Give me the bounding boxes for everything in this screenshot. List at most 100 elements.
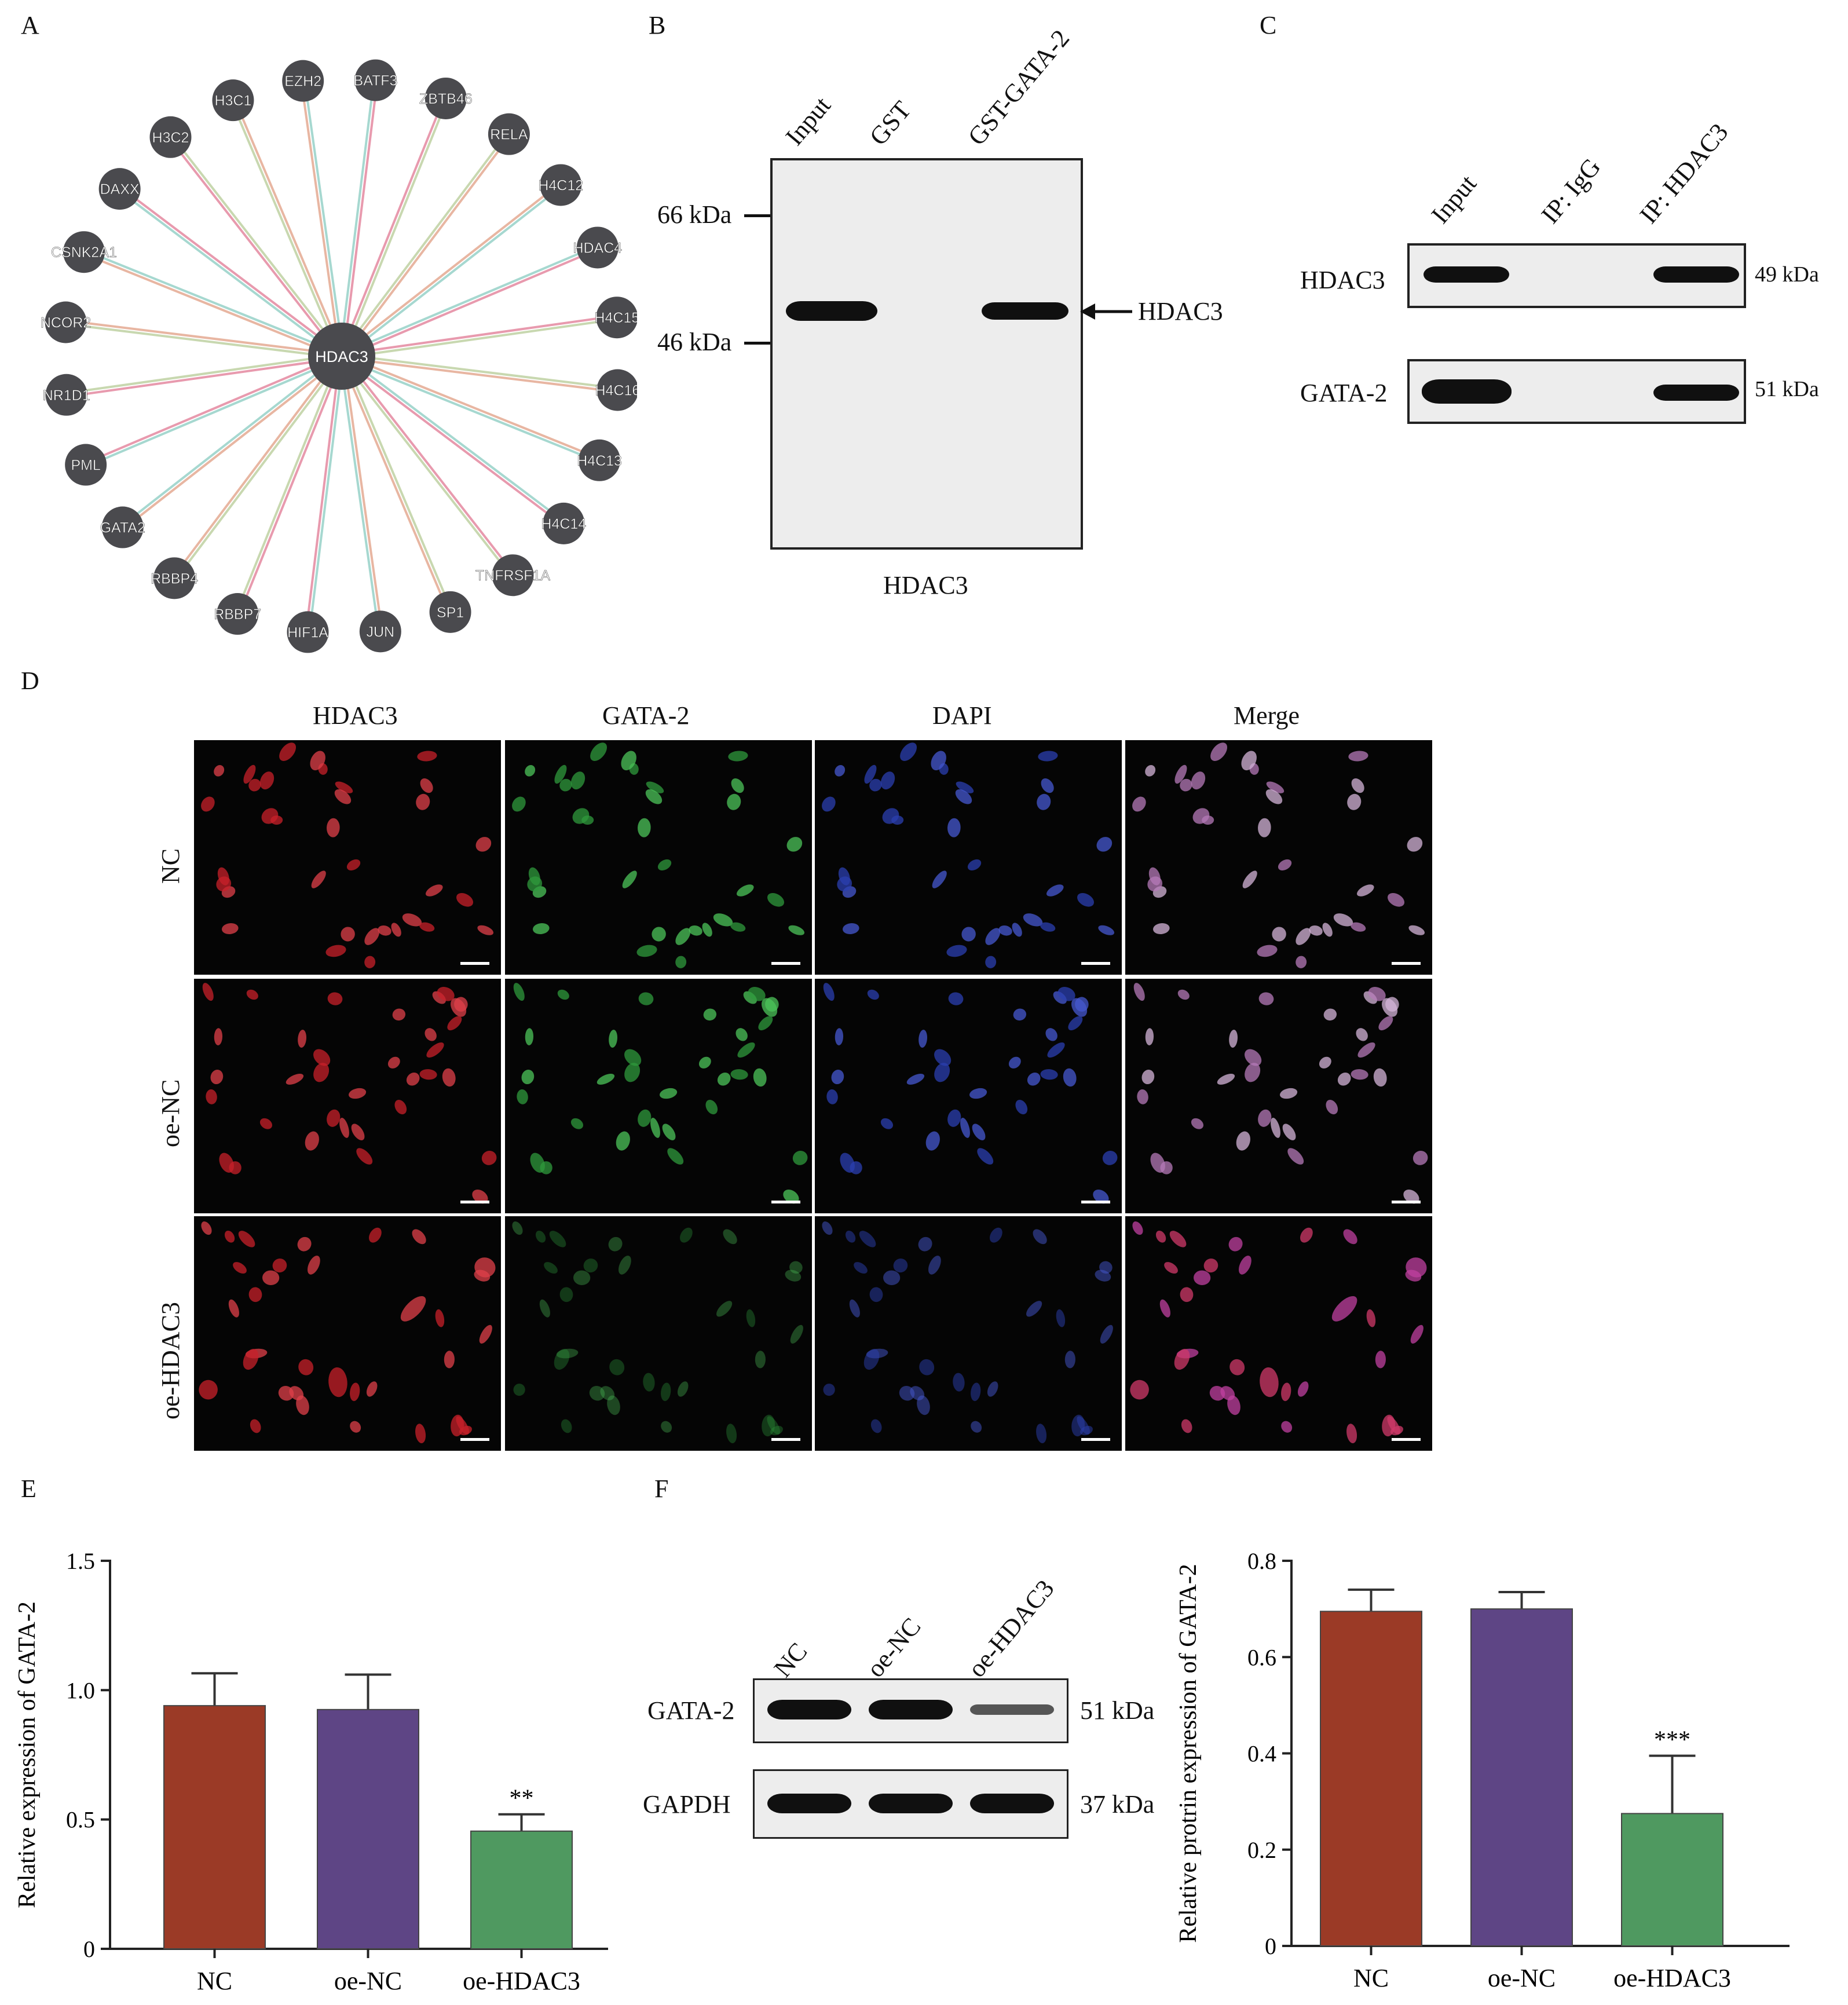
micrograph: [1125, 740, 1432, 975]
y-tick-label: 0.5: [66, 1807, 95, 1833]
network-node: NR1D1: [42, 374, 90, 416]
bar-oe-hdac3: [1621, 1813, 1723, 1947]
y-tick-label: 1.5: [66, 1548, 95, 1574]
network-edge: [168, 137, 342, 358]
marker-46kda-tick: [744, 342, 770, 345]
marker-66kda-tick: [744, 214, 770, 217]
network-edge: [120, 354, 342, 527]
svg-text:ZBTB46: ZBTB46: [419, 91, 473, 107]
y-axis-label: Relative expression of GATA-2: [14, 1601, 41, 1908]
network-edge: [235, 355, 342, 614]
network-edge: [120, 186, 344, 356]
row-label-gapdh: GAPDH: [643, 1790, 731, 1819]
network-node: NCOR2: [41, 301, 92, 343]
scale-bar: [460, 1201, 489, 1203]
network-node: BATF3: [353, 59, 398, 101]
marker-46kda: 46 kDa: [657, 328, 732, 356]
band-oe-nc-gata2: [869, 1700, 953, 1719]
network-edge: [342, 98, 449, 357]
network-node: H4C14: [541, 502, 587, 544]
network-node: H4C16: [595, 369, 637, 411]
network-node: TNFRSF1A: [475, 554, 551, 597]
bar-nc: [1320, 1611, 1422, 1947]
svg-text:NCOR2: NCOR2: [41, 315, 92, 331]
panel-label-e: E: [21, 1475, 36, 1503]
network-edge: [342, 318, 618, 359]
panel-label-f: F: [654, 1475, 669, 1503]
x-tick-label: oe-NC: [1488, 1964, 1556, 1992]
svg-text:JUN: JUN: [366, 624, 394, 640]
network-edge: [342, 354, 566, 524]
band-nc-gapdh: [767, 1794, 851, 1813]
row-label-hdac3: HDAC3: [1300, 266, 1385, 294]
band-ip-hdac3-gata2: [1653, 385, 1739, 401]
y-tick-label: 0.6: [1247, 1644, 1276, 1670]
row-label-gata2: GATA-2: [1300, 379, 1388, 407]
network-node: EZH2: [282, 60, 324, 102]
svg-text:TNFRSF1A: TNFRSF1A: [475, 568, 551, 584]
lane-label-oe-hdac3: oe-HDAC3: [962, 1574, 1060, 1683]
bar-oe-nc: [317, 1708, 419, 1949]
network-edge: [233, 99, 345, 356]
band-oe-hdac3-gapdh: [970, 1794, 1054, 1813]
svg-text:H3C2: H3C2: [152, 130, 189, 146]
network-edge: [339, 356, 513, 577]
lane-label-gst-gata2: GST-GATA-2: [962, 24, 1075, 151]
x-tick-label: oe-HDAC3: [1613, 1964, 1731, 1992]
panel-label-c: C: [1260, 11, 1277, 39]
svg-text:HDAC3: HDAC3: [315, 348, 368, 365]
network-edge: [339, 132, 509, 356]
network-edge: [342, 248, 599, 359]
network-node: RELA: [488, 113, 530, 155]
network-edge: [238, 356, 345, 615]
network-edge: [339, 182, 561, 356]
network-node: HIF1A: [287, 611, 329, 653]
bar-oe-hdac3: [470, 1830, 573, 1949]
lane-label-gst: GST: [863, 96, 917, 151]
network-node: H3C2: [149, 116, 192, 158]
band-oe-hdac3-gata2: [970, 1704, 1054, 1715]
svg-text:BATF3: BATF3: [354, 73, 398, 89]
scale-bar: [771, 1438, 800, 1441]
band-input-hdac3: [786, 301, 877, 321]
network-edge: [66, 356, 342, 398]
network-node: DAXX: [98, 168, 141, 210]
chart-f-relative-protein-expression: 0 0.2 0.4 0.6 0.8 NC oe-NC oe-HDAC3 *** Relative …: [1175, 1548, 1790, 1992]
micrograph: [194, 1216, 501, 1451]
y-tick-label: 0: [83, 1936, 95, 1962]
svg-text:H4C12: H4C12: [538, 177, 583, 193]
arrow-label-hdac3: HDAC3: [1138, 297, 1223, 325]
network-node: H3C1: [212, 79, 254, 122]
column-label-merge: Merge: [1234, 701, 1300, 730]
network-node: H4C12: [538, 164, 583, 206]
network-edge: [339, 356, 563, 526]
row-label-oe-hdac3: oe-HDAC3: [156, 1302, 185, 1419]
lane-label-oe-nc: oe-NC: [861, 1612, 927, 1683]
network-edge: [171, 135, 344, 356]
x-tick-label: NC: [1353, 1964, 1389, 1992]
scale-bar: [1081, 962, 1110, 965]
blot-caption-hdac3: HDAC3: [883, 571, 968, 599]
micrograph: [1125, 979, 1432, 1213]
significance-label: ***: [1654, 1727, 1690, 1754]
svg-text:HIF1A: HIF1A: [287, 624, 328, 641]
y-axis-label: Relative protrin expression of GATA-2: [1175, 1564, 1202, 1943]
network-edge: [84, 249, 343, 356]
network-edge: [86, 356, 343, 468]
band-nc-gata2: [767, 1700, 851, 1719]
network-node: SP1: [429, 591, 471, 633]
lane-label-ip-igg: IP: IgG: [1535, 152, 1607, 229]
network-edge: [342, 354, 515, 575]
network-edge: [339, 79, 375, 356]
network-node: ZBTB46: [419, 77, 473, 119]
network-node: HDAC4: [573, 226, 623, 269]
y-tick-label: 1.0: [66, 1677, 95, 1703]
network-edge: [65, 323, 342, 359]
svg-text:RBBP7: RBBP7: [214, 606, 261, 623]
scale-bar: [460, 962, 489, 965]
panel-label-a: A: [21, 11, 39, 39]
svg-text:CSNK2A1: CSNK2A1: [51, 244, 117, 261]
band-ip-hdac3-hdac3: [1653, 266, 1739, 283]
network-edge: [342, 185, 563, 358]
kda-label-51: 51 kDa: [1755, 377, 1819, 401]
